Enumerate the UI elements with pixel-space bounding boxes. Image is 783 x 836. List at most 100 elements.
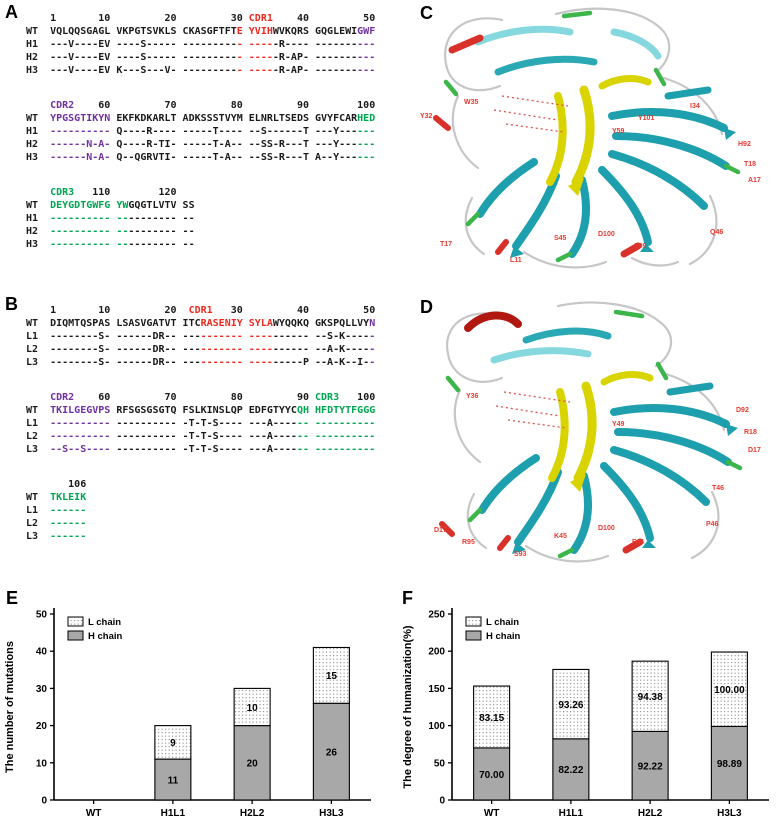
sequence-segment: ---------- -T-T-S---- ---A---- <box>110 418 297 429</box>
legend-label: H chain <box>486 631 521 642</box>
residue-label: Y32 <box>420 113 433 120</box>
bar-segment <box>233 687 271 727</box>
residue-label: K45 <box>554 533 567 540</box>
sequence-segment: --S--S---- <box>50 444 111 455</box>
residue-label: W35 <box>464 99 479 106</box>
beta-strands-group <box>433 10 741 263</box>
sequence-row: L1 --------S- ------DR-- ---------- ----… <box>26 330 375 343</box>
sequence-segment: - ---- <box>236 39 273 50</box>
residue-label: T18 <box>744 161 756 168</box>
row-name: L1 <box>26 331 51 342</box>
row-name: H2 <box>26 226 51 237</box>
sequence-segment: --- <box>357 139 376 150</box>
sequence-segment: RFSGSGSGTQ FSLKINSLQP EDFGTYYC <box>110 405 297 416</box>
sequence-segment: ---------- <box>50 126 111 137</box>
sequence-segment: ------ <box>50 505 87 516</box>
sequence-segment: QH <box>296 405 309 416</box>
bar-value-label: 83.15 <box>479 713 504 724</box>
x-tick-label: H3L3 <box>319 808 344 819</box>
sequence-segment: 40 50 <box>272 13 376 24</box>
bar-value-label: 15 <box>326 671 338 682</box>
sequence-segment: --- <box>357 152 376 163</box>
ruler-line: CDR2 60 70 80 90 CDR3 100 <box>26 391 375 404</box>
panel-label-d: D <box>420 297 433 317</box>
row-name: H3 <box>26 65 51 76</box>
bar-value-label: 10 <box>247 703 259 714</box>
sequence-segment: ------ --A-K---- <box>272 344 370 355</box>
sequence-block: CDR3 110 120 WT DEYGDTGWFG YWGQGTLVTV SS H… <box>26 186 375 251</box>
structure-panel-d: D <box>406 294 778 582</box>
x-tick-label: H1L1 <box>559 808 584 819</box>
sequence-segment: CDR3 <box>50 187 75 198</box>
sequence-segment: ---------- <box>50 431 111 442</box>
residue-label: R95 <box>462 539 475 546</box>
sequence-segment: CDR2 <box>50 100 75 111</box>
sequence-block: CDR2 60 70 80 90 100 WT YPGSGTIKYN EKFKDK… <box>26 99 375 164</box>
residue-label: A17 <box>748 177 761 184</box>
sequence-row: WT TKILGEGVPS RFSGSGSGTQ FSLKINSLQP EDFG… <box>26 404 375 417</box>
row-name: L3 <box>26 357 51 368</box>
residue-labels-group: Y32 W35 I34 Y101 H92 T18 A17 Y59 Q46 D100 S99 T17 L1… <box>420 99 761 264</box>
bar-value-label: 98.89 <box>717 759 742 770</box>
loops-group <box>443 7 724 269</box>
row-name: WT <box>26 405 51 416</box>
row-name: L3 <box>26 531 51 542</box>
sequence-segment: --- <box>357 126 376 137</box>
sequence-segment: CDR3 <box>315 392 340 403</box>
ruler-line: 106 <box>26 478 375 491</box>
y-axis-label: The number of mutations <box>4 641 16 773</box>
panel-label-a: A <box>5 2 18 22</box>
row-name <box>26 100 50 111</box>
row-name <box>26 13 50 24</box>
row-name: L2 <box>26 518 51 529</box>
row-name: H1 <box>26 39 51 50</box>
sequence-block: 1 10 20 CDR1 30 40 50 WT DIQMTQSPAS LSASV… <box>26 304 375 369</box>
residue-label: D17 <box>434 527 447 534</box>
residue-label: Y49 <box>612 421 625 428</box>
sequence-block: 1 10 20 30 CDR1 40 50 WT VQLQQSGAGL VKPGT… <box>26 12 375 77</box>
sequence-segment: WVKQRS GQGLEWI <box>272 26 358 37</box>
row-name: WT <box>26 113 51 124</box>
sequence-segment: ---------- -- <box>50 239 129 250</box>
sequence-segment: YPGSGTIKYN <box>50 113 111 124</box>
bar-segment <box>710 651 748 727</box>
sequence-segment: DIQMTQSPAS LSASVGATVT ITC <box>50 318 201 329</box>
row-name: L1 <box>26 418 51 429</box>
sequence-segment: --- <box>357 65 376 76</box>
sequence-segment: Q--QGRVTI- -----T-A-- --SS-R---T A--Y--- <box>110 152 358 163</box>
residue-label: L11 <box>510 257 522 264</box>
x-tick-label: WT <box>484 808 500 819</box>
sequence-segment: -------- -- <box>128 226 195 237</box>
sequence-row: L1 ---------- ---------- -T-T-S---- ---A… <box>26 417 375 430</box>
sequence-segment: ---------- <box>50 418 111 429</box>
row-name: H1 <box>26 126 51 137</box>
sequence-row: H1 ---------- ---------- -- <box>26 212 375 225</box>
sequence-row: WT DEYGDTGWFG YWGQGTLVTV SS <box>26 199 375 212</box>
legend-label: L chain <box>486 617 519 628</box>
residue-label: D17 <box>748 447 761 454</box>
residue-label: Y101 <box>638 115 654 122</box>
sequence-segment: 100 <box>339 392 376 403</box>
sequence-row: H2 ---------- ---------- -- <box>26 225 375 238</box>
sequence-segment: ------ --S-K---- <box>272 331 370 342</box>
panel-label-e: E <box>6 588 19 608</box>
residue-label: F46 <box>632 539 644 546</box>
sequence-row: H3 ------N-A- Q--QGRVTI- -----T-A-- --SS… <box>26 151 375 164</box>
sequence-segment: CDR2 <box>50 392 75 403</box>
chart-svg-E: 0 10 20 30 40 50 WT H1L1 11 9 H2L2 20 10 H3L3 26 15 The … <box>4 608 371 819</box>
ruler-line: 1 10 20 CDR1 30 40 50 <box>26 304 375 317</box>
row-name: WT <box>26 200 51 211</box>
sequence-segment: --------S- ------DR-- --- <box>50 357 201 368</box>
sequence-segment: -R---- ------- <box>272 39 358 50</box>
legend-label: H chain <box>88 631 123 642</box>
row-name: H3 <box>26 152 51 163</box>
y-tick-label: 10 <box>36 758 48 769</box>
bar-segment <box>552 668 590 740</box>
sequence-row: WT TKLEIK <box>26 491 375 504</box>
residue-label: D100 <box>598 525 615 532</box>
sequence-row: H2 ------N-A- Q----R-TI- -----T-A-- --SS… <box>26 138 375 151</box>
row-name: WT <box>26 26 51 37</box>
residue-label: H92 <box>738 141 751 148</box>
row-name <box>26 305 50 316</box>
sequence-row: L2 ------ <box>26 517 375 530</box>
